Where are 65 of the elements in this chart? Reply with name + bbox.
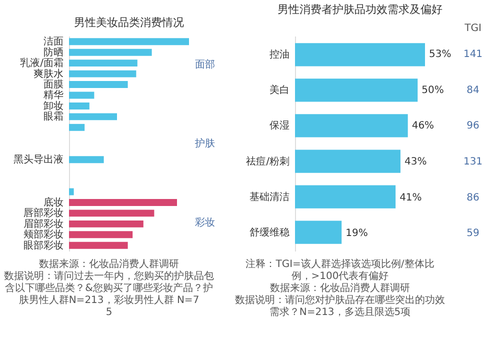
bar [69, 156, 104, 164]
y-tick-label: 洁面 [44, 36, 64, 48]
text: 141 [463, 48, 483, 60]
bar [295, 114, 408, 138]
bar [295, 150, 400, 173]
text: 彩妆 [195, 216, 215, 228]
data-label: 41% [400, 192, 422, 204]
bar [69, 188, 74, 196]
y-tick-label: 祛痘/粉刺 [246, 155, 290, 168]
bar [295, 185, 396, 208]
text: 面部 [195, 58, 215, 71]
bar [69, 70, 136, 78]
bar [69, 102, 90, 110]
y-tick-label: 乳液/面霜 [20, 57, 64, 70]
y-tick-label: 眉部彩妆 [24, 218, 64, 230]
bar [69, 242, 128, 249]
y-tick-label: 舒缓维稳 [250, 226, 290, 238]
text: 注释：TGI=该人群选择该选项比例/整体比例，>100代表有偏好 [246, 258, 434, 282]
source-note: 数据来源：化妆品消费人群调研 [270, 282, 410, 294]
y-tick-label: 面膜 [44, 78, 64, 91]
bar [295, 43, 425, 66]
data-label: 19% [346, 228, 368, 240]
bar [295, 78, 418, 102]
bar [69, 113, 117, 120]
data-label: 46% [412, 120, 434, 132]
chart-title: 男性消费者护肤品功效需求及偏好 [278, 3, 442, 16]
bar [69, 210, 154, 217]
y-tick-label: 防晒 [44, 46, 64, 58]
y-tick-label: 眼部彩妆 [24, 239, 64, 252]
source-note: 数据来源：化妆品消费人群调研 [39, 258, 179, 270]
bar [69, 92, 94, 99]
y-tick-label: 黑头导出液 [14, 154, 64, 166]
text: 护肤 [194, 138, 215, 150]
text: 数据说明：请问过去一年内，您购买的护肤品包含以下哪些品类？&您购买了哪些彩妆产品？护肤男性人群N=213，彩妆男性人群 N=75 [4, 270, 214, 318]
y2-axis-title: TGI [464, 23, 482, 34]
text: 84 [466, 84, 480, 96]
data-label: 53% [429, 48, 452, 60]
y-tick-label: 控油 [270, 48, 290, 61]
bar [69, 124, 85, 131]
text: 86 [466, 192, 480, 204]
bar [69, 81, 128, 88]
text: 96 [466, 120, 480, 132]
bar [69, 231, 133, 238]
text: 数据说明：请问您对护肤品存在哪些突出的功效需求？N=213，多选且限选5项 [235, 294, 445, 318]
y-tick-label: 爽肤水 [34, 68, 64, 80]
bar [295, 220, 342, 244]
chart-title: 男性美妆品类消费情况 [74, 16, 184, 29]
text: 131 [463, 156, 483, 168]
y-tick-label: 美白 [270, 84, 290, 96]
data-label: 43% [404, 156, 427, 168]
y-tick-label: 基础清洁 [250, 190, 290, 203]
bar [69, 60, 138, 67]
text: 59 [466, 228, 480, 240]
y-tick-label: 唇部彩妆 [24, 207, 64, 220]
y-tick-label: 颊部彩妆 [24, 228, 64, 241]
data-label: 50% [422, 84, 444, 96]
y-tick-label: 底妆 [44, 196, 64, 208]
y-tick-label: 眼霜 [44, 112, 64, 123]
y-tick-label: 卸妆 [44, 100, 64, 112]
bar [69, 38, 189, 46]
bar [69, 48, 152, 56]
y-tick-label: 精华 [44, 89, 64, 102]
bar [69, 198, 177, 206]
y-tick-label: 保湿 [270, 120, 290, 132]
bar [69, 220, 144, 228]
